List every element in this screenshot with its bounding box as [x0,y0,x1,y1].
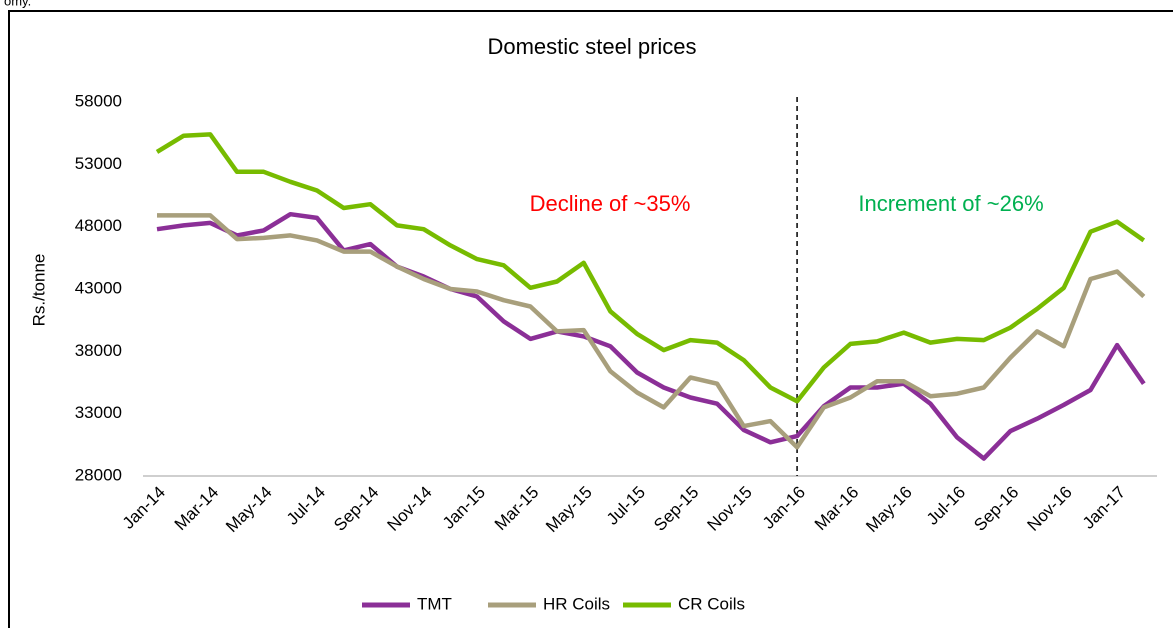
legend-label: CR Coils [678,594,745,613]
annotation: Decline of ~35% [530,191,691,216]
y-tick-label: 48000 [75,216,122,235]
x-tick-label: Sep-14 [330,483,382,535]
series-line [157,213,1146,450]
y-tick-label: 53000 [75,154,122,173]
x-tick-label: Jan-17 [1079,483,1129,533]
y-tick-label: 43000 [75,278,122,297]
x-tick-label: Jan-14 [119,483,169,533]
x-tick-label: Mar-16 [811,483,863,535]
chart-title: Domestic steel prices [487,34,696,59]
x-tick-label: Jul-16 [923,483,969,529]
y-tick-label: 38000 [75,341,122,360]
legend-label: HR Coils [543,594,610,613]
x-tick-label: Jul-14 [283,483,329,529]
y-axis-label: Rs./tonne [29,254,48,327]
page-fragment: omy. [4,0,31,8]
x-tick-label: Sep-16 [970,483,1022,535]
x-tick-label: May-14 [222,483,276,537]
legend-label: TMT [417,594,452,613]
annotation: Increment of ~26% [858,191,1043,216]
x-tick-label: Jul-15 [603,483,649,529]
x-tick-label: Nov-16 [1024,483,1076,535]
x-tick-label: May-15 [542,483,596,537]
y-tick-label: 33000 [75,403,122,422]
x-tick-label: Nov-15 [704,483,756,535]
x-tick-label: Nov-14 [384,483,436,535]
x-tick-label: Jan-16 [759,483,809,533]
x-tick-label: Mar-15 [491,483,543,535]
x-tick-label: Mar-14 [171,483,223,535]
y-tick-label: 58000 [75,91,122,110]
x-tick-label: Sep-15 [650,483,702,535]
series-line [155,132,1146,404]
frame [8,10,1173,628]
y-tick-label: 28000 [75,465,122,484]
x-tick-label: May-16 [862,483,916,537]
series-line [156,211,1146,461]
x-tick-label: Jan-15 [439,483,489,533]
